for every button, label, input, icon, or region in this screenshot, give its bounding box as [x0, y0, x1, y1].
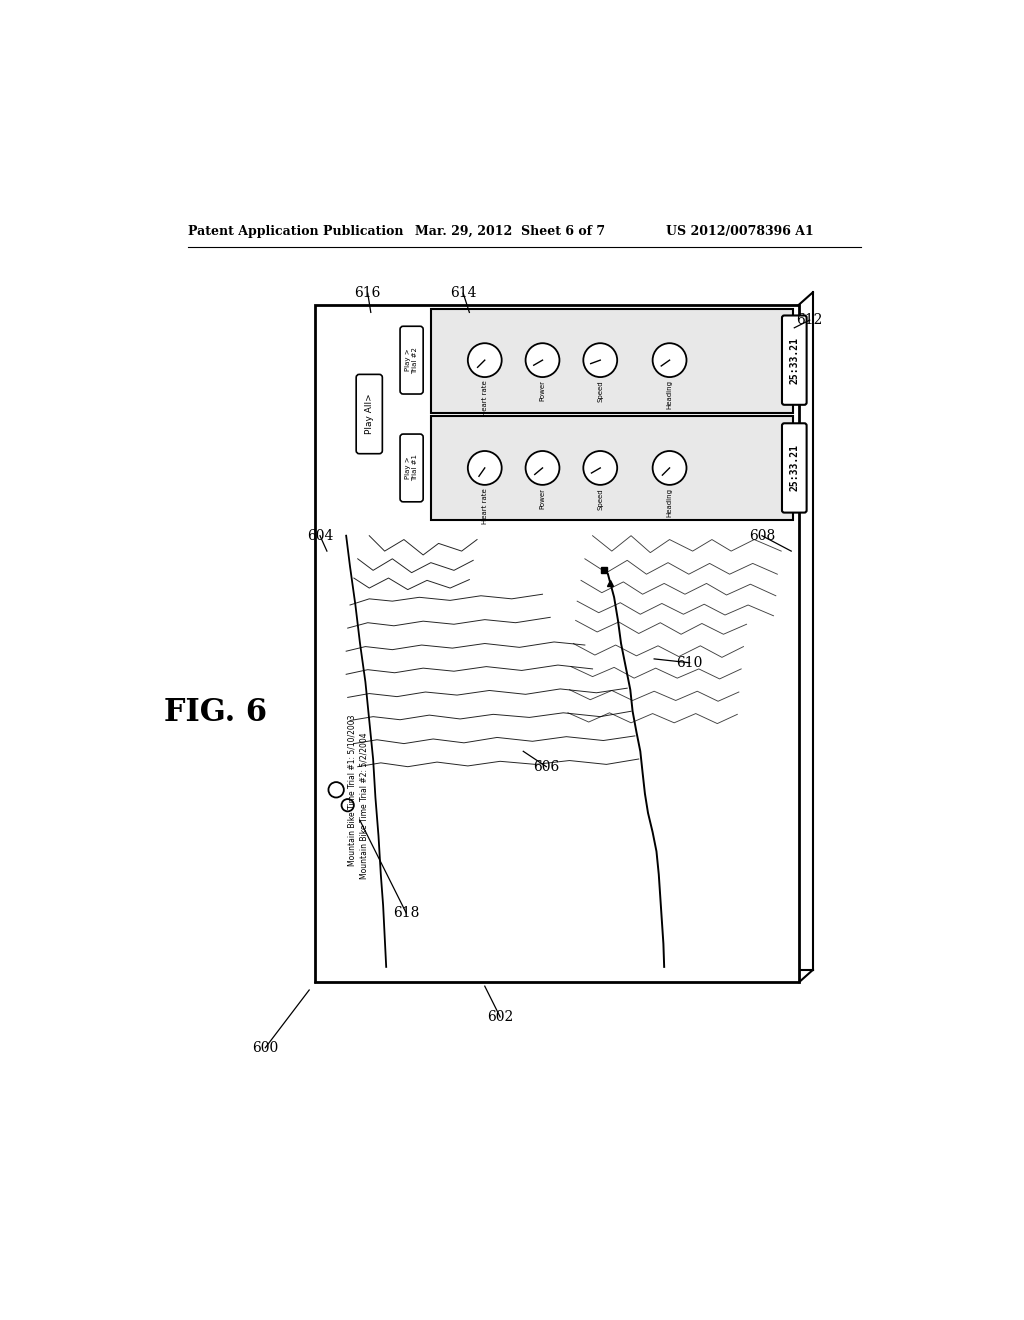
Text: 612: 612 — [797, 313, 823, 327]
Text: Play >
Trial #2: Play > Trial #2 — [406, 347, 418, 374]
Bar — [315, 305, 799, 982]
Text: 610: 610 — [677, 656, 702, 669]
Text: 614: 614 — [450, 286, 476, 300]
Text: Mar. 29, 2012  Sheet 6 of 7: Mar. 29, 2012 Sheet 6 of 7 — [416, 224, 605, 238]
Bar — [431, 416, 793, 520]
Text: 616: 616 — [354, 286, 381, 300]
Text: 606: 606 — [534, 760, 559, 774]
Text: Patent Application Publication: Patent Application Publication — [188, 224, 403, 238]
Text: 25:33.21: 25:33.21 — [790, 445, 800, 491]
Circle shape — [652, 451, 686, 484]
Text: Heart rate: Heart rate — [481, 380, 487, 416]
Text: Heading: Heading — [667, 380, 673, 409]
Text: 600: 600 — [252, 1040, 279, 1055]
Text: Heading: Heading — [667, 488, 673, 517]
Text: Heart rate: Heart rate — [481, 488, 487, 524]
Text: 608: 608 — [749, 529, 775, 543]
Circle shape — [584, 451, 617, 484]
Text: 602: 602 — [487, 1010, 513, 1024]
FancyBboxPatch shape — [400, 326, 423, 395]
Bar — [431, 309, 793, 412]
Text: Mountain Bike Time Trial #1: 5/10/2003: Mountain Bike Time Trial #1: 5/10/2003 — [348, 714, 356, 866]
Circle shape — [468, 451, 502, 484]
Circle shape — [468, 343, 502, 378]
Circle shape — [525, 343, 559, 378]
FancyBboxPatch shape — [782, 424, 807, 512]
Text: US 2012/0078396 A1: US 2012/0078396 A1 — [666, 224, 813, 238]
Text: FIG. 6: FIG. 6 — [164, 697, 267, 729]
Circle shape — [584, 343, 617, 378]
Text: 25:33.21: 25:33.21 — [790, 337, 800, 384]
Text: Play >
Trial #1: Play > Trial #1 — [406, 454, 418, 482]
Text: Speed: Speed — [597, 380, 603, 401]
FancyBboxPatch shape — [356, 375, 382, 454]
Text: 618: 618 — [393, 906, 420, 920]
Text: Speed: Speed — [597, 488, 603, 510]
Text: Play All>: Play All> — [365, 393, 374, 434]
FancyBboxPatch shape — [400, 434, 423, 502]
Text: Mountain Bike Time Trial #2: 5/2/2004: Mountain Bike Time Trial #2: 5/2/2004 — [359, 731, 369, 879]
Text: Power: Power — [540, 488, 546, 510]
Circle shape — [652, 343, 686, 378]
Text: Power: Power — [540, 380, 546, 401]
Circle shape — [525, 451, 559, 484]
Text: 604: 604 — [307, 529, 333, 543]
FancyBboxPatch shape — [782, 315, 807, 405]
